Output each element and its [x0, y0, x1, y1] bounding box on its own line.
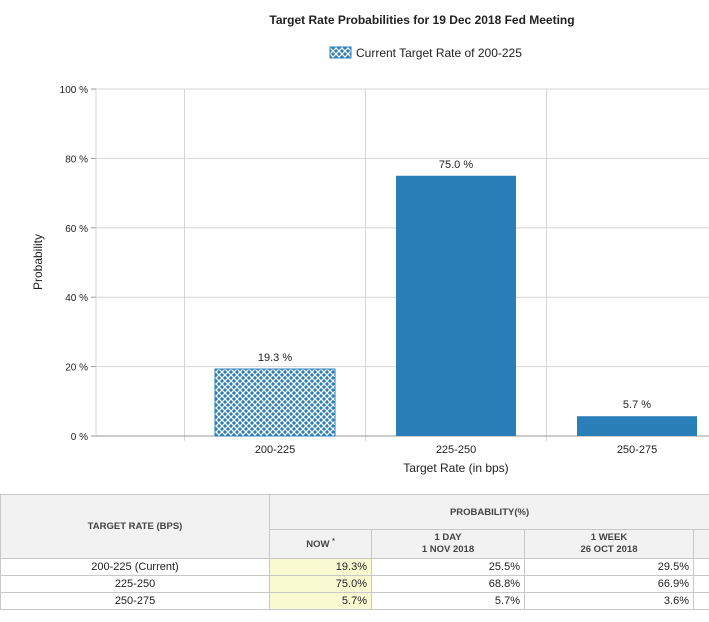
one-day-header-date: 1 NOV 2018	[421, 544, 475, 555]
y-tick-label: 60 %	[65, 224, 88, 235]
bars: 19.3 % 75.0 % 5.7 %	[214, 159, 697, 437]
rate-cell: 225-250	[0, 575, 270, 593]
extra-cell	[692, 575, 709, 593]
one-day-header-label: 1 DAY	[434, 532, 462, 543]
now-cell: 75.0%	[269, 575, 372, 593]
one-day-cell: 25.5%	[371, 558, 525, 576]
bar-data-label: 19.3 %	[258, 352, 292, 364]
x-tick-label: 200-225	[255, 444, 295, 456]
probability-table-container: TARGET RATE (BPS) PROBABILITY(%) NOW * 1…	[0, 494, 709, 610]
y-tick-label: 100 %	[60, 85, 88, 96]
now-header: NOW *	[269, 529, 372, 559]
x-tick-label: 225-250	[436, 444, 476, 456]
one-day-cell: 5.7%	[371, 592, 525, 610]
bar-225-250[interactable]	[396, 175, 516, 436]
now-cell: 5.7%	[269, 592, 372, 610]
probability-chart: Target Rate Probabilities for 19 Dec 201…	[31, 13, 709, 475]
one-week-header-date: 26 OCT 2018	[580, 544, 638, 555]
probability-table: TARGET RATE (BPS) PROBABILITY(%) NOW * 1…	[0, 494, 709, 610]
probability-header: PROBABILITY(%)	[268, 494, 709, 530]
legend-label[interactable]: Current Target Rate of 200-225	[356, 46, 522, 60]
y-tick-label: 20 %	[65, 363, 88, 374]
extra-header-cell	[692, 529, 709, 559]
y-tick-label: 80 %	[65, 154, 88, 165]
extra-cell	[692, 558, 709, 576]
table-row: 200-225 (Current) 19.3% 25.5% 29.5%	[0, 558, 709, 576]
table-row: 225-250 75.0% 68.8% 66.9%	[0, 575, 709, 593]
bar-data-label: 75.0 %	[439, 159, 473, 171]
one-week-cell: 29.5%	[524, 558, 694, 576]
x-axis-label: Target Rate (in bps)	[403, 461, 508, 475]
rate-cell: 200-225 (Current)	[0, 558, 270, 576]
one-day-cell: 68.8%	[371, 575, 525, 593]
table-row: 250-275 5.7% 5.7% 3.6%	[0, 592, 709, 610]
now-header-marker: *	[332, 538, 335, 546]
x-axis-ticks: 200-225 225-250 250-275	[255, 444, 657, 456]
extra-cell	[692, 592, 709, 610]
chart-title: Target Rate Probabilities for 19 Dec 201…	[269, 13, 574, 27]
one-week-header: 1 WEEK 26 OCT 2018	[524, 529, 694, 559]
bar-250-275[interactable]	[577, 416, 697, 436]
x-tick-label: 250-275	[617, 444, 657, 456]
bar-200-225[interactable]	[214, 368, 336, 437]
rate-cell: 250-275	[0, 592, 270, 610]
target-rate-header: TARGET RATE (BPS)	[0, 494, 270, 559]
one-day-header: 1 DAY 1 NOV 2018	[371, 529, 525, 559]
y-tick-label: 40 %	[65, 293, 88, 304]
y-axis-label: Probability	[31, 234, 45, 290]
one-week-header-label: 1 WEEK	[590, 532, 628, 543]
one-week-cell: 66.9%	[524, 575, 694, 593]
bar-data-label: 5.7 %	[623, 399, 651, 411]
y-tick-label: 0 %	[71, 432, 88, 443]
legend-swatch[interactable]	[329, 46, 352, 59]
now-cell: 19.3%	[269, 558, 372, 576]
one-week-cell: 3.6%	[524, 592, 694, 610]
now-header-label: NOW	[306, 539, 330, 551]
y-axis-ticks: 0 % 20 % 40 % 60 % 80 % 100 %	[60, 85, 88, 443]
